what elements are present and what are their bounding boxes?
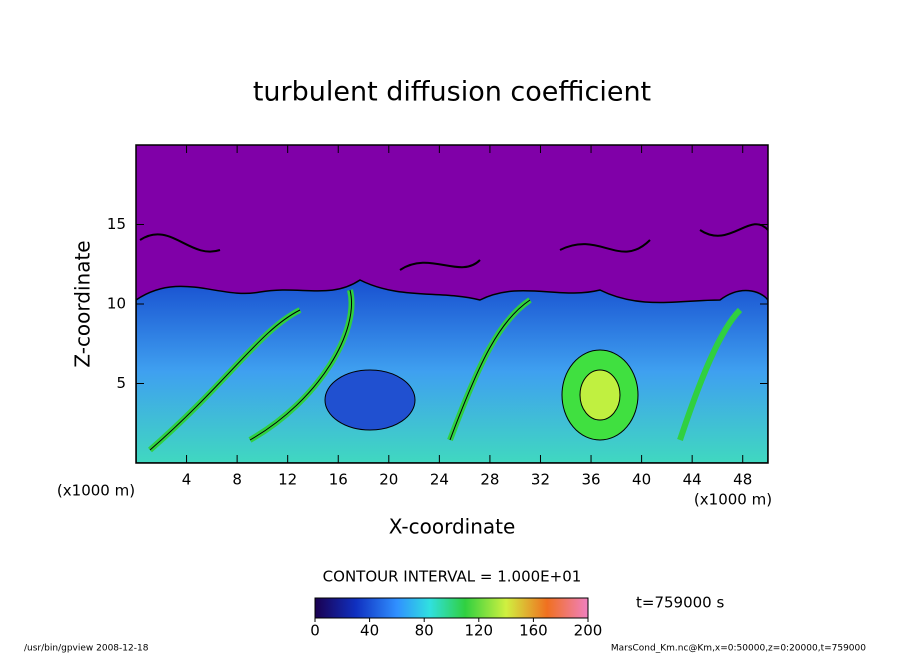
chart-title: turbulent diffusion coefficient [253, 77, 651, 108]
time-label: t=759000 s [636, 594, 724, 612]
y-unit-label: (x1000 m) [57, 482, 135, 500]
x-tick-label: 24 [430, 471, 449, 489]
x-tick-label: 20 [379, 471, 398, 489]
colorbar-tick-label: 0 [310, 622, 320, 640]
x-tick-label: 40 [632, 471, 651, 489]
x-tick-label: 36 [581, 471, 600, 489]
colorbar-tick-label: 160 [519, 622, 548, 640]
x-tick-label: 16 [329, 471, 348, 489]
colorbar-tick-label: 80 [415, 622, 434, 640]
x-tick-label: 12 [278, 471, 297, 489]
y-tick-label: 10 [107, 295, 126, 313]
footer-left: /usr/bin/gpview 2008-12-18 [24, 644, 149, 654]
y-tick-label: 15 [107, 215, 126, 233]
x-tick-label: 44 [683, 471, 702, 489]
x-tick-label: 4 [182, 471, 192, 489]
x-tick-label: 8 [232, 471, 242, 489]
x-unit-label: (x1000 m) [694, 491, 772, 509]
colorbar-tick-label: 200 [574, 622, 603, 640]
x-tick-label: 32 [531, 471, 550, 489]
contour-interval: CONTOUR INTERVAL = 1.000E+01 [323, 568, 582, 586]
x-tick-label: 48 [733, 471, 752, 489]
colorbar-tick-label: 120 [464, 622, 493, 640]
x-tick-label: 28 [480, 471, 499, 489]
colorbar-tick-label: 40 [360, 622, 379, 640]
x-axis-title: X-coordinate [389, 515, 516, 539]
y-tick-label: 5 [116, 374, 126, 392]
footer-right: MarsCond_Km.nc@Km,x=0:50000,z=0:20000,t=… [611, 644, 866, 654]
colorbar [314, 597, 589, 619]
y-axis-title: Z-coordinate [71, 240, 95, 367]
field [136, 145, 768, 463]
